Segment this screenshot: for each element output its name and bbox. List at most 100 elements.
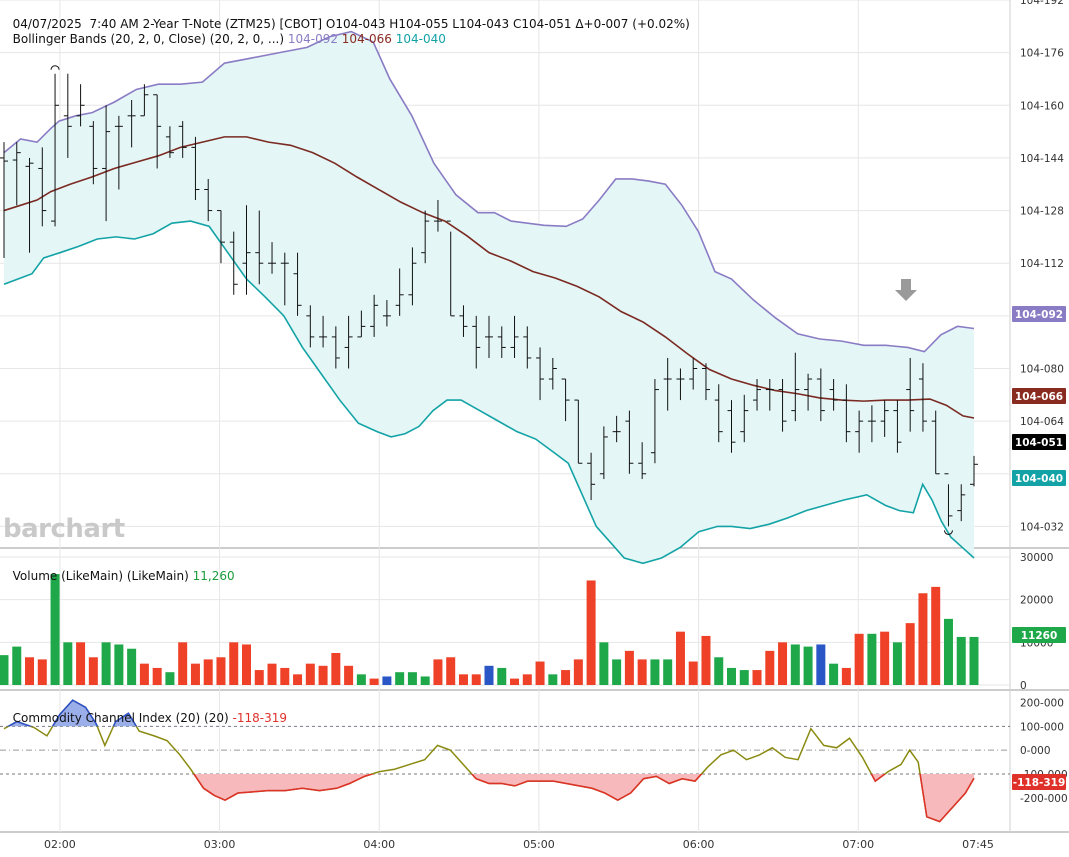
- ohlc-bar: [63, 73, 72, 158]
- volume-tick-label: 0: [1020, 680, 1027, 692]
- volume-bar: [739, 670, 749, 685]
- volume-bar: [956, 636, 966, 685]
- ohlc-bar: [153, 94, 162, 169]
- ohlc-bar: [650, 379, 659, 464]
- ohlc-bar: [408, 247, 417, 306]
- cci-tag-label: -118-319: [1013, 777, 1066, 789]
- axes: 02:00 03:00 04:00 05:00 06:00 07:00 07:45 104-1…: [44, 0, 1068, 851]
- volume-bar: [573, 659, 583, 685]
- ohlc-bar: [25, 157, 34, 253]
- bb-upper-tag-bg: [1012, 306, 1066, 322]
- ohlc-bar: [51, 73, 60, 227]
- cci-legend[interactable]: Commodity Channel Index (20) (20) -118-3…: [5, 697, 287, 725]
- cci-line-oversold: [193, 773, 975, 823]
- barchart-watermark: barchart: [3, 514, 125, 544]
- ohlc-bar: [816, 368, 825, 422]
- volume-bar: [943, 618, 953, 685]
- volume-bar: [76, 642, 86, 685]
- ohlc-bar: [216, 210, 225, 264]
- cci-params: (20): [204, 711, 229, 725]
- ohlc-bar: [382, 300, 391, 327]
- volume-bar: [458, 674, 468, 685]
- bb-middle-tag: 104-066: [1012, 388, 1066, 404]
- volume-tick-label: 30000: [1020, 552, 1053, 564]
- volume-bar: [331, 653, 341, 685]
- cci-tick-label: 100-000: [1020, 721, 1064, 733]
- volume-bar: [382, 676, 392, 685]
- ohlc-bar: [663, 357, 672, 411]
- ohlc-bar: [765, 379, 774, 411]
- ohlc-bar: [344, 315, 353, 369]
- volume-bar: [714, 657, 724, 685]
- volume-legend[interactable]: Volume (LikeMain) (LikeMain) 11,260: [5, 555, 235, 583]
- bollinger-middle-value: 104-066: [341, 32, 392, 46]
- ohlc-bar: [242, 205, 251, 295]
- ohlc-bar: [587, 452, 596, 501]
- price-tick-label: 104-160: [1020, 100, 1064, 112]
- header-change: Δ+0-007 (+0.02%): [575, 17, 690, 31]
- volume-bar: [37, 659, 47, 685]
- time-tick-label: 06:00: [683, 838, 715, 851]
- volume-bar: [688, 661, 698, 685]
- bollinger-lower-value: 104-040: [395, 32, 446, 46]
- volume-bar: [535, 661, 545, 685]
- volume-bar: [816, 644, 826, 685]
- volume-bar: [829, 663, 839, 685]
- volume-bar: [765, 650, 775, 685]
- header-date: 04/07/2025: [12, 17, 82, 31]
- volume-tick-label: 20000: [1020, 595, 1053, 607]
- cci-oversold-fill: [4, 773, 974, 822]
- ohlc-bar: [778, 379, 787, 432]
- volume-bar: [624, 650, 634, 685]
- volume-bar: [88, 657, 98, 685]
- header-time: 7:40 AM: [89, 17, 139, 31]
- ohlc-bar: [140, 84, 149, 117]
- volume-bar: [663, 659, 673, 685]
- ohlc-bar: [561, 378, 570, 422]
- bb-lower-tag-bg: [1012, 470, 1066, 486]
- ohlc-bar: [229, 231, 238, 295]
- cci-plot: [3, 699, 975, 823]
- ohlc-bar: [714, 384, 723, 443]
- last-price-tag: 104-051: [1012, 434, 1066, 450]
- volume-bar: [510, 678, 520, 685]
- last-price-tag-label: 104-051: [1015, 437, 1063, 449]
- time-tick-label: 04:00: [363, 838, 395, 851]
- price-tick-label: 104-064: [1020, 416, 1064, 428]
- volume-bar: [561, 670, 571, 685]
- volume-tag: 11260: [1012, 627, 1066, 643]
- volume-bar: [803, 646, 813, 685]
- price-tick-label: 104-192: [1020, 0, 1064, 7]
- ohlc-bar: [612, 415, 621, 443]
- ohlc-bar: [753, 379, 762, 411]
- bollinger-upper-value: 104-092: [287, 32, 338, 46]
- volume-bar: [369, 678, 379, 685]
- volume-bar: [395, 672, 405, 685]
- chart-header: 04/07/2025 7:40 AM 2-Year T-Note (ZTM25)…: [5, 3, 690, 31]
- ohlc-bar: [855, 410, 864, 453]
- volume-bar: [216, 657, 226, 685]
- ohlc-bar: [76, 84, 85, 127]
- volume-bar: [675, 631, 685, 685]
- bollinger-label: Bollinger Bands (20, 2, 0, Close): [12, 32, 206, 46]
- volume-params: (LikeMain): [126, 569, 189, 583]
- volume-bar: [969, 636, 979, 685]
- price-tick-label: 104-032: [1020, 521, 1064, 533]
- price-tick-label: 104-144: [1020, 153, 1064, 165]
- cci-tick-label: -200-000: [1020, 793, 1068, 805]
- volume-bar: [471, 674, 481, 685]
- ohlc-bar: [421, 210, 430, 264]
- cci-tick-label: 200-000: [1020, 698, 1064, 710]
- bb-middle-tag-bg: [1012, 388, 1066, 404]
- bollinger-legend[interactable]: Bollinger Bands (20, 2, 0, Close) (20, 2…: [5, 18, 446, 46]
- ohlc-bar: [204, 178, 213, 222]
- volume-bar: [497, 667, 507, 685]
- volume-bar: [790, 644, 800, 685]
- volume-bar: [229, 642, 239, 685]
- volume-bar: [190, 663, 200, 685]
- volume-bars: [0, 574, 979, 685]
- volume-bar: [165, 672, 175, 685]
- ohlc-bar: [701, 363, 710, 401]
- ohlc-bar: [510, 315, 519, 358]
